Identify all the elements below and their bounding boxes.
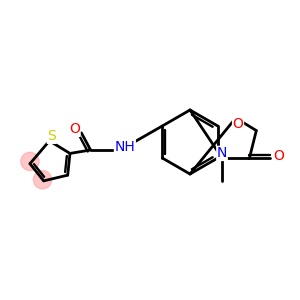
Circle shape — [33, 171, 52, 189]
Text: S: S — [47, 129, 56, 143]
Text: O: O — [274, 149, 285, 163]
Text: O: O — [232, 117, 244, 131]
Text: O: O — [69, 122, 80, 136]
Circle shape — [21, 152, 39, 171]
Text: N: N — [217, 146, 227, 161]
Text: NH: NH — [115, 140, 135, 154]
